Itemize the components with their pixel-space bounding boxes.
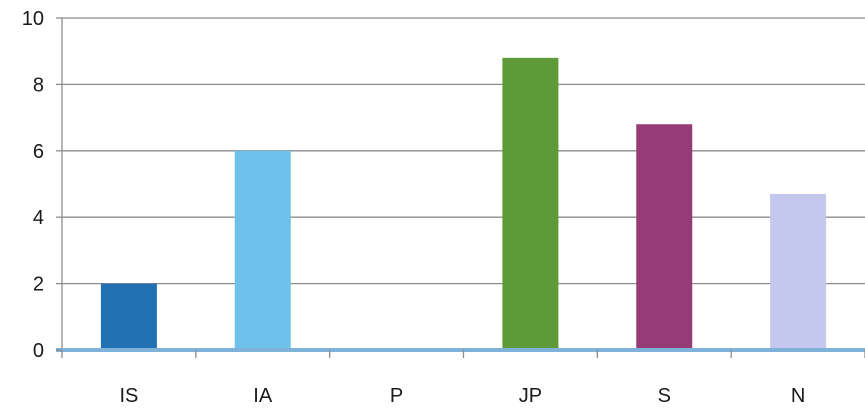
bars	[100, 57, 827, 351]
y-tick-label: 4	[33, 207, 44, 229]
x-tick-label-s: S	[658, 385, 671, 407]
y-tick-label: 6	[33, 141, 44, 163]
bar-n	[770, 193, 827, 350]
axes	[56, 17, 865, 358]
bar-jp	[502, 57, 559, 351]
bar-ia	[234, 150, 291, 350]
gridlines	[62, 17, 865, 285]
x-tick-label-p: P	[390, 385, 403, 407]
x-tick-label-ia: IA	[253, 385, 273, 407]
y-tick-label: 10	[22, 8, 44, 30]
y-tick-label: 2	[33, 274, 44, 296]
x-tick-label-is: IS	[119, 385, 138, 407]
x-tick-label-jp: JP	[519, 385, 542, 407]
y-tick-label: 8	[33, 74, 44, 96]
bar-s	[636, 124, 693, 351]
x-tick-label-n: N	[791, 385, 805, 407]
bar-is	[100, 283, 157, 350]
x-tick-labels: IS IA P JP S N	[119, 385, 805, 407]
y-tick-labels: 0 2 4 6 8 10	[22, 8, 44, 362]
y-tick-label: 0	[33, 340, 44, 362]
